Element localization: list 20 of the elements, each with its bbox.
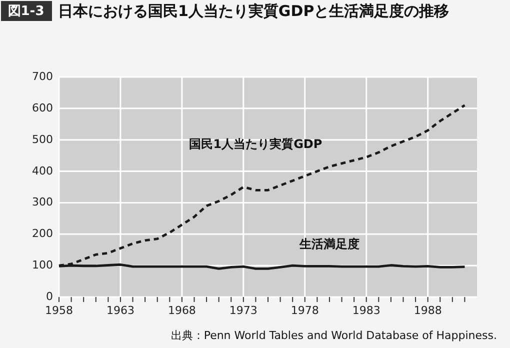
series-label: 生活満足度: [298, 237, 360, 252]
x-tick-label: 1958: [45, 304, 73, 317]
x-tick-label: 1968: [168, 304, 196, 317]
y-tick-label: 700: [32, 70, 53, 83]
series-label: 国民1人当たり実質GDP: [189, 137, 322, 152]
caption: 図1-3: [8, 4, 44, 19]
y-tick-label: 100: [32, 258, 53, 272]
source-note: 出典：Penn World Tables and World Database of Happiness.: [170, 329, 497, 342]
y-tick-label: 400: [32, 164, 53, 178]
x-tick-label: 1988: [414, 304, 442, 317]
x-tick-label: 1983: [352, 304, 380, 317]
x-tick-label: 1963: [106, 304, 134, 317]
chart-title: 日本における国民1人当たり実質GDPと生活満足度の推移: [58, 2, 450, 20]
x-tick-label: 1973: [229, 304, 258, 317]
y-tick-label: 0: [46, 290, 53, 303]
y-tick-label: 300: [32, 196, 53, 209]
x-tick-label: 1978: [290, 304, 319, 317]
y-tick-label: 200: [32, 227, 53, 240]
y-tick-label: 600: [32, 101, 53, 114]
y-tick-label: 500: [32, 132, 53, 146]
